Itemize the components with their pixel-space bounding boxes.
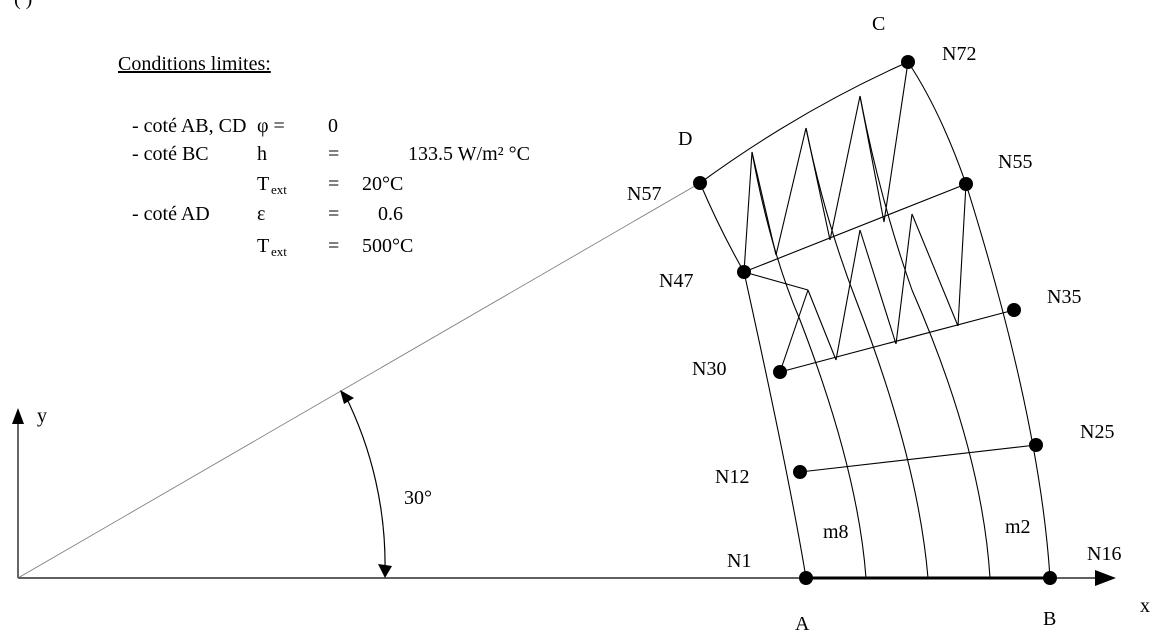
x-axis-label: x (1140, 595, 1150, 617)
node-N1 (799, 571, 813, 585)
cond-eq-2: = (328, 173, 339, 195)
cond-sub-2: ext (271, 182, 287, 197)
label-N57: N57 (627, 183, 661, 205)
node-N72 (901, 55, 915, 69)
axes (12, 408, 1116, 586)
mesh-diag (775, 127, 807, 256)
mesh-diag (807, 289, 837, 361)
nodes (693, 55, 1057, 585)
corner-C: C (872, 13, 885, 35)
cond-val-0: 0 (328, 115, 338, 137)
label-N1: N1 (727, 550, 751, 572)
cond-val-2: 20°C (362, 173, 403, 195)
top-edge-DC (699, 61, 909, 184)
cond-val-3: 0.6 (378, 203, 403, 225)
y-axis-arrow-icon (12, 408, 24, 424)
node-N25 (1029, 438, 1043, 452)
node-N12 (793, 465, 807, 479)
angle-arrow-bottom-icon (378, 564, 392, 578)
outer-arc-BC (907, 61, 1051, 579)
node-N35 (1007, 303, 1021, 317)
mesh-diag (743, 151, 753, 273)
label-N35: N35 (1047, 286, 1081, 308)
cond-sub-4: ext (271, 244, 287, 259)
angle-label: 30° (404, 487, 432, 509)
mesh-line-N12-N25 (799, 444, 1037, 473)
label-N55: N55 (998, 151, 1032, 173)
node-N30 (773, 365, 787, 379)
mesh-diag (859, 95, 885, 223)
mesh-diag (957, 183, 967, 327)
mesh-diag (805, 127, 831, 241)
mesh-diag (829, 95, 861, 241)
label-N72: N72 (942, 43, 976, 65)
mesh-diag (911, 213, 959, 327)
node-N47 (737, 265, 751, 279)
mesh-diag (835, 229, 861, 361)
mesh-diag (859, 229, 897, 345)
mesh-line-N30-N35 (779, 309, 1015, 373)
node-N16 (1043, 571, 1057, 585)
cond-eq-3: = (328, 203, 339, 225)
cond-sym-4: T (257, 235, 269, 257)
mesh-diag (895, 213, 913, 345)
corner-B: B (1043, 608, 1056, 630)
angle-arc (340, 390, 392, 578)
corner-D: D (678, 128, 692, 150)
cond-side-3: - coté AD (132, 203, 210, 225)
mesh-arc-1 (751, 151, 867, 579)
corner-labels: A B C D (678, 13, 1056, 631)
mesh-diag (751, 151, 777, 256)
cond-side-1: - coté BC (132, 143, 209, 165)
label-N16: N16 (1087, 543, 1121, 565)
mesh-arc-3 (859, 95, 991, 579)
cond-val-4: 500°C (362, 235, 413, 257)
cond-side-0: - coté AB, CD (132, 115, 246, 137)
cond-eq-1: = (328, 143, 339, 165)
corner-A: A (795, 613, 810, 631)
mesh (699, 61, 1051, 579)
inner-arc-AD (699, 182, 807, 579)
cond-eq-4: = (328, 235, 339, 257)
element-label-m8: m8 (823, 521, 849, 543)
cond-sym-0: φ = (257, 115, 285, 137)
node-N57 (693, 176, 707, 190)
cond-val-1: 133.5 W/m² °C (408, 143, 530, 165)
mesh-arc-2 (805, 127, 929, 579)
cond-sym-1: h (257, 143, 267, 165)
label-N30: N30 (692, 358, 726, 380)
label-N47: N47 (659, 270, 693, 292)
radial-30deg-line (17, 182, 701, 579)
cond-sym-2: T (257, 173, 269, 195)
top-text-fragment: ( ) (14, 0, 32, 11)
mesh-diag (779, 289, 809, 373)
mesh-diag (883, 61, 909, 223)
mesh-line-N47-N55 (743, 183, 967, 273)
y-axis-label: y (37, 405, 47, 427)
conditions-block: Conditions limites: - coté AB, CD φ = 0 … (118, 53, 530, 259)
node-labels: N1 N16 N12 N25 N30 N35 N47 N55 N57 N72 (627, 43, 1121, 572)
angle-arrow-top-icon (340, 390, 354, 404)
label-N12: N12 (715, 466, 749, 488)
element-label-m2: m2 (1005, 516, 1031, 538)
x-axis-arrow-icon (1095, 570, 1116, 586)
label-N25: N25 (1080, 421, 1114, 443)
cond-sym-3: ε (257, 203, 265, 225)
mesh-diag (743, 271, 809, 291)
node-N55 (959, 177, 973, 191)
conditions-heading: Conditions limites: (118, 53, 271, 75)
